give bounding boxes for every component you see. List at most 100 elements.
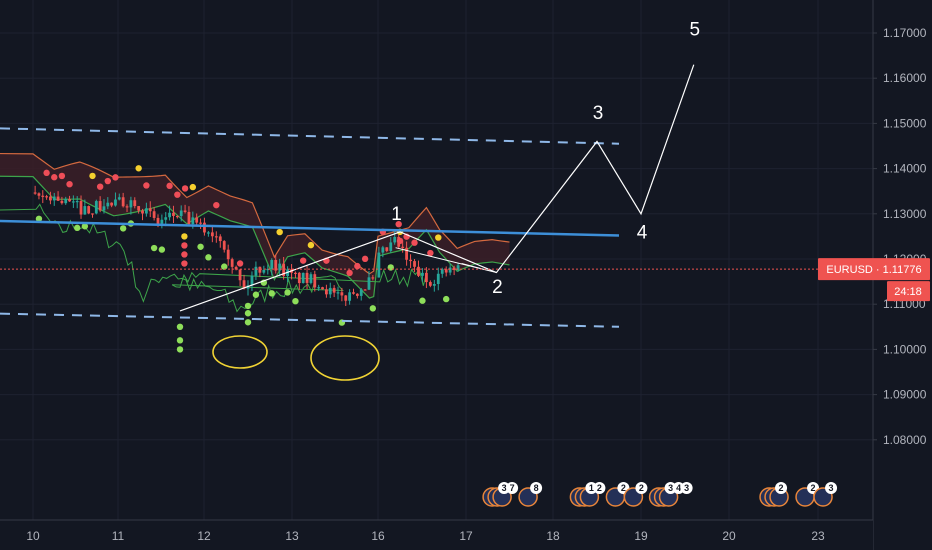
candle-body — [222, 241, 226, 250]
x-tick-label: 16 — [371, 529, 385, 543]
signal-dot — [112, 174, 119, 181]
candle-body — [137, 206, 141, 211]
time-axis-bg — [0, 520, 873, 550]
drawings — [0, 64, 873, 381]
signal-dot — [89, 172, 96, 180]
signal-dot — [244, 302, 252, 310]
candle-body — [440, 269, 444, 274]
wave-label-2: 2 — [492, 277, 503, 298]
candle-body — [409, 259, 412, 262]
candle-body — [238, 269, 242, 281]
signal-dot — [174, 191, 181, 198]
signal-dot — [58, 172, 66, 180]
signal-dot — [43, 169, 50, 177]
event-count: 2 — [597, 483, 602, 493]
candle-body — [102, 206, 106, 211]
y-tick-label: 1.14000 — [883, 162, 927, 176]
x-tick-label: 23 — [811, 529, 825, 543]
candle-body — [393, 236, 397, 243]
event-count-badge — [635, 482, 648, 494]
signal-dot — [181, 251, 188, 258]
candle-body — [325, 289, 328, 295]
x-tick-label: 13 — [285, 529, 299, 543]
candle-body — [313, 274, 317, 288]
candle-body — [270, 259, 274, 269]
signal-dots — [35, 165, 450, 353]
wave-label-4: 4 — [637, 223, 648, 244]
candle-body — [405, 247, 408, 260]
candle-body — [71, 201, 75, 203]
wave-label-3: 3 — [593, 103, 604, 124]
x-tick-label: 18 — [546, 529, 560, 543]
candle-body — [203, 222, 206, 233]
signal-dot — [51, 174, 58, 181]
y-tick-label: 1.08000 — [883, 433, 927, 447]
signal-dot — [205, 254, 212, 261]
y-tick-label: 1.16000 — [883, 71, 927, 85]
wave-label-1: 1 — [391, 204, 402, 225]
candle-body — [45, 196, 48, 198]
event-count: 1 — [589, 483, 594, 493]
candle-body — [133, 200, 137, 207]
candle-body — [282, 263, 286, 276]
signal-dot — [135, 165, 142, 172]
candle-body — [359, 289, 363, 296]
candle-body — [305, 272, 309, 283]
signal-dot — [35, 215, 43, 222]
candle-body — [336, 292, 340, 294]
signal-dot — [396, 237, 404, 245]
candle-body — [114, 199, 117, 206]
candle-body — [340, 292, 344, 296]
signal-dot — [176, 346, 184, 353]
candle-body — [278, 263, 282, 271]
candle-body — [417, 266, 420, 276]
event-count: 2 — [621, 483, 626, 493]
x-tick-label: 12 — [197, 529, 211, 543]
signal-dot — [181, 233, 188, 240]
event-count: 3 — [502, 483, 507, 493]
candle-body — [230, 259, 234, 267]
candle-body — [160, 219, 164, 224]
candle-body — [172, 212, 175, 216]
signal-dot — [427, 249, 434, 257]
candle-body — [37, 193, 41, 196]
candle-body — [321, 287, 324, 290]
candle-body — [328, 287, 332, 295]
candle-body — [294, 272, 297, 275]
candle-body — [428, 282, 432, 286]
candle-body — [266, 268, 270, 271]
x-tick-label: 17 — [459, 529, 473, 543]
candle-body — [421, 272, 424, 276]
candle-body — [317, 287, 321, 289]
candle-body — [301, 272, 305, 284]
signal-dot — [104, 177, 112, 185]
candle-body — [33, 192, 37, 194]
x-tick-label: 10 — [26, 529, 40, 543]
candle-body — [156, 217, 160, 224]
signal-dot — [361, 255, 369, 263]
event-marker-group: 2 2 3 — [759, 482, 838, 507]
event-count: 4 — [676, 483, 681, 493]
candle-body — [41, 195, 45, 197]
signal-dot — [284, 289, 291, 296]
price-tag — [818, 258, 930, 281]
candle-body — [79, 201, 83, 215]
candle-body — [191, 217, 195, 225]
candle-body — [444, 269, 448, 273]
candle-body — [117, 197, 121, 200]
x-tick-label: 11 — [112, 529, 125, 543]
signal-dot — [411, 239, 418, 246]
trend-line — [0, 219, 620, 237]
event-count-badge — [530, 482, 543, 494]
span-b-line — [0, 152, 510, 275]
signal-dot — [354, 262, 361, 270]
event-count: 7 — [510, 483, 515, 493]
candle-body — [352, 292, 355, 294]
candle-body — [83, 206, 87, 215]
signal-dot — [236, 260, 244, 267]
event-count: 2 — [811, 483, 816, 493]
